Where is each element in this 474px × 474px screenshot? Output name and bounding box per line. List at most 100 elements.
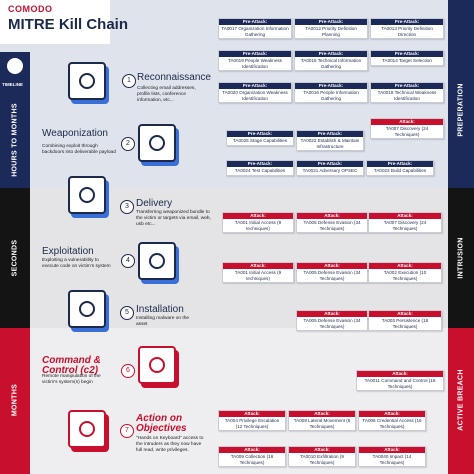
tactic-name: TA0013 Priority Definition Direction <box>381 26 433 37</box>
tactic-name: TA003 Persistence (18 Techniques) <box>381 318 429 329</box>
tactic-kind: Attack: <box>219 411 285 417</box>
tactic-kind: Attack: <box>357 371 443 377</box>
tactic-name: TA0019 People Weakness Identification <box>228 58 282 69</box>
stage-number: 5 <box>120 306 134 320</box>
stage-title: Installation <box>136 304 184 315</box>
tactic-box: Pre-Attack: TA0022 Establish & Maintain I… <box>296 130 364 152</box>
tactic-box: Attack: TA002 Execution (10 Techniques) <box>368 262 442 284</box>
tactic-box: Attack: TA001 Initial Access (9 technique… <box>222 212 294 234</box>
tactic-kind: Pre-Attack: <box>219 83 291 89</box>
icon-glyph <box>149 357 165 373</box>
tactic-kind: Pre-Attack: <box>295 51 367 57</box>
tactic-name: TA007 Discovery (24 Techniques) <box>385 126 429 137</box>
period: HOURS TO MONTHS <box>11 103 19 177</box>
stage-title: Command & Control (c2) <box>42 355 101 376</box>
tactic-name: TA006 Credential Access (16 Techniques) <box>362 418 422 429</box>
stage-description: Collecting email addresses, profile list… <box>137 86 196 103</box>
tactic-box: Pre-Attack: TA0017 Organization Informati… <box>218 18 292 40</box>
tactic-kind: Attack: <box>219 447 285 453</box>
tactic-name: TA002 Execution (10 Techniques) <box>383 270 427 281</box>
tactic-kind: Attack: <box>297 213 367 219</box>
tactic-box: Pre-Attack: TA0024 Test Capabilities <box>226 160 294 176</box>
stage-title: Exploitation <box>42 246 94 257</box>
tactic-name: TA0023 Build Capabilities <box>373 168 427 173</box>
title: MITRE Kill Chain <box>8 16 128 33</box>
stage-icon <box>68 62 106 100</box>
stage-title: Reconnaissance <box>137 72 211 83</box>
tactic-kind: Pre-Attack: <box>295 83 367 89</box>
stage-description: Transferring weaponized bundle to the vi… <box>136 210 211 227</box>
phase-blue <box>448 0 474 188</box>
tactic-kind: Pre-Attack: <box>227 161 293 167</box>
stage-number: 4 <box>121 254 135 268</box>
tactic-box: Pre-Attack: TA0012 Priority Definition Pl… <box>294 18 368 40</box>
tactic-name: TA0020 Organization Weakness Identificat… <box>222 90 288 101</box>
tactic-kind: Pre-Attack: <box>295 19 367 25</box>
tactic-box: Attack: TA004 Privilege Escalation (12 Te… <box>218 410 286 432</box>
tactic-box: Attack: TA005 Defense Evasion (34 Techniq… <box>296 262 368 284</box>
tactic-kind: Pre-Attack: <box>297 131 363 137</box>
tactic-kind: Attack: <box>223 263 293 269</box>
tactic-box: Pre-Attack: TA0016 People Information Gat… <box>294 82 368 104</box>
tactic-kind: Attack: <box>289 447 355 453</box>
timeline-red <box>0 328 30 474</box>
phase: ACTIVE BREACH <box>457 369 465 431</box>
tactic-box: Pre-Attack: TA0014 Target Selection <box>370 50 444 66</box>
tactic-kind: Pre-Attack: <box>371 83 443 89</box>
tactic-name: TA0012 Priority Definition Planning <box>305 26 357 37</box>
stage-icon <box>138 124 176 162</box>
tactic-name: TA004 Privilege Escalation (12 Technique… <box>224 418 280 429</box>
stage-icon <box>68 410 106 448</box>
timeline-blue <box>0 52 30 188</box>
tactic-box: Attack: TA0010 Exfiltration (9 Techniques… <box>288 446 356 468</box>
tactic-box: Attack: TA008 Lateral Movement (9 Techniq… <box>288 410 356 432</box>
stage-description: Installing malware on the asset <box>136 316 190 327</box>
tactic-kind: Attack: <box>371 119 443 125</box>
tactic-name: TA0021 Adversary OPSEC <box>302 168 358 173</box>
tactic-name: TA005 Defense Evasion (34 Techniques) <box>303 220 361 231</box>
stage-number: 3 <box>120 200 134 214</box>
tactic-box: Attack: TA005 Defense Evasion (34 Techniq… <box>296 212 368 234</box>
tactic-box: Pre-Attack: TA0019 People Weakness Identi… <box>218 50 292 72</box>
period: MONTHS <box>11 383 19 417</box>
tactic-kind: Pre-Attack: <box>297 161 363 167</box>
stage-icon <box>68 176 106 214</box>
tactic-kind: Attack: <box>297 311 367 317</box>
icon-glyph <box>79 301 95 317</box>
tactic-name: TA005 Defense Evasion (34 Techniques) <box>303 270 361 281</box>
timeline-black <box>0 188 30 328</box>
tactic-box: Attack: TA003 Persistence (18 Techniques) <box>368 310 442 332</box>
tactic-box: Attack: TA005 Defense Evasion (34 Techniq… <box>296 310 368 332</box>
tactic-kind: Attack: <box>369 263 441 269</box>
tactic-name: TA001 Initial Access (9 techniques) <box>234 270 282 281</box>
stage-number: 6 <box>121 364 135 378</box>
icon-glyph <box>149 135 165 151</box>
tactic-name: TA0011 Command and Control (16 Technique… <box>364 378 436 389</box>
brand: COMODO <box>8 4 53 14</box>
stage-icon <box>138 346 176 384</box>
icon-glyph <box>79 187 95 203</box>
tactic-kind: Attack: <box>297 263 367 269</box>
phase-black <box>448 188 474 328</box>
tactic-name: TA0017 Organization Information Gatherin… <box>221 26 289 37</box>
tactic-name: TA0010 Exfiltration (9 Techniques) <box>300 454 344 465</box>
tactic-kind: Attack: <box>289 411 355 417</box>
tactic-box: Pre-Attack: TA0020 Organization Weakness … <box>218 82 292 104</box>
stage-number: 7 <box>120 424 134 438</box>
stage-description: Exploiting a vulnerability to execute co… <box>42 258 111 269</box>
stage-description: Combining exploit through backdoors into… <box>42 144 116 155</box>
tactic-box: Pre-Attack: TA0025 Stage Capabilities <box>226 130 294 146</box>
tactic-box: Pre-Attack: TA0013 Priority Definition Di… <box>370 18 444 40</box>
tactic-name: TA0015 Technical Information Gathering <box>300 58 362 69</box>
tactic-kind: Pre-Attack: <box>367 161 433 167</box>
stage-title: Delivery <box>136 198 173 209</box>
tactic-box: Pre-Attack: TA0015 Technical Information … <box>294 50 368 72</box>
icon-glyph <box>79 73 95 89</box>
stage-title: Action on Objectives <box>136 413 187 434</box>
tactic-box: Attack: TA007 Discovery (24 Techniques) <box>370 118 444 140</box>
tactic-name: TA001 Initial Access (9 techniques) <box>234 220 282 231</box>
stage-icon <box>68 290 106 328</box>
icon-glyph <box>149 253 165 269</box>
tactic-name: TA009 Collection (16 Techniques) <box>230 454 274 465</box>
clock-icon <box>7 58 23 74</box>
